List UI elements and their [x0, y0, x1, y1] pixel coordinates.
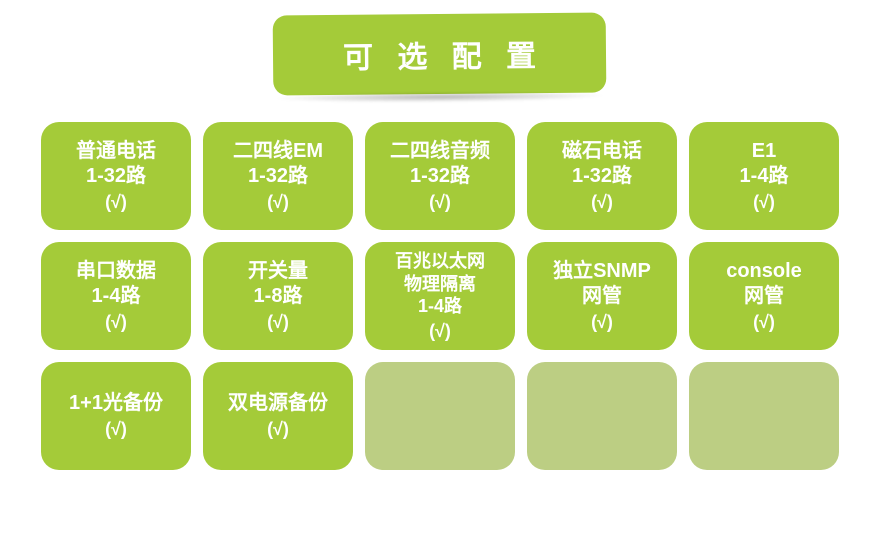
option-title: 串口数据 — [76, 259, 156, 284]
option-title: 普通电话 — [76, 139, 156, 164]
option-cell: 开关量1-8路(√) — [203, 242, 353, 350]
check-icon: (√) — [267, 191, 289, 214]
option-cell: 二四线音频1-32路(√) — [365, 122, 515, 230]
header-title: 可 选 配 置 — [343, 40, 544, 75]
option-sub: 1-32路 — [572, 164, 632, 189]
check-icon: (√) — [591, 191, 613, 214]
option-title: 独立SNMP — [553, 259, 651, 284]
check-icon: (√) — [753, 191, 775, 214]
option-title: 二四线EM — [233, 139, 323, 164]
header-container: 可 选 配 置 — [0, 0, 880, 94]
option-title: console — [726, 259, 802, 284]
option-cell: 双电源备份(√) — [203, 362, 353, 470]
check-icon: (√) — [267, 311, 289, 334]
option-sub: 1-32路 — [248, 164, 308, 189]
option-cell: 1+1光备份(√) — [41, 362, 191, 470]
option-title: 百兆以太网 — [395, 250, 485, 273]
option-sub: 物理隔离 — [404, 273, 476, 296]
option-title: 磁石电话 — [562, 139, 642, 164]
check-icon: (√) — [105, 191, 127, 214]
check-icon: (√) — [105, 311, 127, 334]
header-shadow — [278, 91, 603, 104]
check-icon: (√) — [105, 418, 127, 441]
check-icon: (√) — [267, 418, 289, 441]
option-cell: E11-4路(√) — [689, 122, 839, 230]
option-cell-empty — [527, 362, 677, 470]
option-cell: console网管(√) — [689, 242, 839, 350]
option-cell: 磁石电话1-32路(√) — [527, 122, 677, 230]
option-sub: 1-4路 — [92, 284, 141, 309]
check-icon: (√) — [591, 311, 613, 334]
option-cell: 串口数据1-4路(√) — [41, 242, 191, 350]
option-sub: 1-32路 — [86, 164, 146, 189]
option-title: 二四线音频 — [390, 139, 490, 164]
option-cell: 二四线EM1-32路(√) — [203, 122, 353, 230]
option-cell: 独立SNMP网管(√) — [527, 242, 677, 350]
option-sub: 网管 — [582, 284, 622, 309]
header-banner: 可 选 配 置 — [273, 13, 607, 96]
option-sub: 1-32路 — [410, 164, 470, 189]
option-cell: 百兆以太网物理隔离1-4路(√) — [365, 242, 515, 350]
check-icon: (√) — [429, 320, 451, 343]
check-icon: (√) — [753, 311, 775, 334]
option-sub2: 1-4路 — [418, 295, 462, 318]
option-cell-empty — [689, 362, 839, 470]
option-cell-empty — [365, 362, 515, 470]
option-title: 双电源备份 — [228, 391, 328, 416]
option-sub: 网管 — [744, 284, 784, 309]
check-icon: (√) — [429, 191, 451, 214]
option-sub: 1-4路 — [740, 164, 789, 189]
option-cell: 普通电话1-32路(√) — [41, 122, 191, 230]
option-title: 开关量 — [248, 259, 308, 284]
option-sub: 1-8路 — [254, 284, 303, 309]
options-grid: 普通电话1-32路(√)二四线EM1-32路(√)二四线音频1-32路(√)磁石… — [0, 122, 880, 470]
option-title: E1 — [752, 139, 776, 164]
option-title: 1+1光备份 — [69, 391, 163, 416]
